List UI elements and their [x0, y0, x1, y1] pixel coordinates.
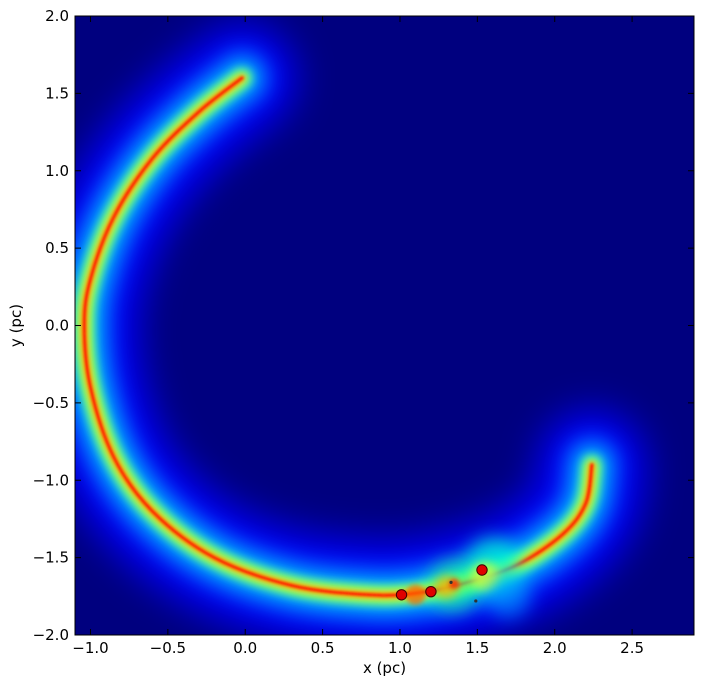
small-point-1 [449, 580, 453, 584]
small-point-0 [474, 599, 478, 603]
x-axis-label: x (pc) [363, 659, 406, 677]
x-tick-label: 1.5 [465, 639, 489, 657]
y-tick-label: 2.0 [45, 7, 69, 25]
y-axis-label: y (pc) [7, 304, 25, 347]
y-tick-label: −1.0 [33, 471, 69, 489]
y-tick-label: −0.5 [33, 394, 69, 412]
x-tick-label: −1.0 [72, 639, 108, 657]
x-axis-ticks: −1.0 −0.5 0.0 0.5 1.0 1.5 2.0 2.5 [72, 16, 644, 657]
x-tick-label: 2.0 [543, 639, 567, 657]
y-tick-label: 0.0 [45, 317, 69, 335]
density-map [75, 16, 694, 635]
y-tick-label: −1.5 [33, 549, 69, 567]
x-tick-label: 0.0 [233, 639, 257, 657]
central-void [155, 127, 536, 508]
clump-4 [405, 584, 426, 605]
x-tick-label: −0.5 [150, 639, 186, 657]
x-tick-label: 1.0 [388, 639, 412, 657]
x-tick-label: 2.5 [620, 639, 644, 657]
sink-particle-2 [476, 564, 488, 576]
sink-particle-markers [395, 564, 488, 603]
y-tick-label: 1.5 [45, 84, 69, 102]
y-tick-label: −2.0 [33, 626, 69, 644]
sink-particle-0 [395, 589, 408, 601]
y-axis-ticks: 2.0 1.5 1.0 0.5 0.0 −0.5 −1.0 −1.5 −2.0 [33, 7, 694, 644]
y-tick-label: 1.0 [45, 162, 69, 180]
y-tick-label: 0.5 [45, 239, 69, 257]
clump-5 [486, 574, 531, 619]
sink-particle-1 [425, 585, 437, 598]
x-tick-label: 0.5 [311, 639, 335, 657]
